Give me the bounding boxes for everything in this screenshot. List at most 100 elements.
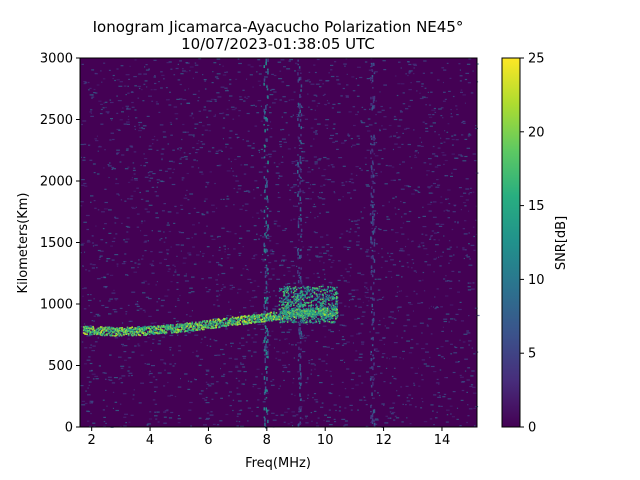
- spread-cell: [316, 313, 318, 316]
- spread-cell: [289, 317, 292, 320]
- noise-cell: [408, 72, 411, 74]
- noise-cell: [98, 365, 101, 367]
- noise-cell: [292, 205, 295, 207]
- noise-cell: [143, 73, 147, 75]
- noise-cell: [325, 363, 328, 365]
- noise-cell: [237, 58, 240, 60]
- stripe-cell: [297, 280, 300, 284]
- spread-cell: [285, 301, 287, 303]
- spread-cell: [301, 317, 304, 319]
- noise-cell: [468, 256, 470, 258]
- stripe-cell: [370, 416, 372, 420]
- stripe-cell: [266, 249, 269, 253]
- noise-cell: [342, 196, 344, 198]
- noise-cell: [304, 221, 307, 224]
- noise-cell: [208, 130, 212, 132]
- trace-cell: [165, 326, 167, 329]
- noise-cell: [381, 356, 384, 358]
- stripe-cell: [370, 221, 373, 224]
- noise-cell: [278, 78, 283, 80]
- trace-cell: [178, 329, 181, 331]
- trace-cell: [261, 315, 264, 318]
- noise-cell: [201, 214, 206, 216]
- noise-cell: [144, 240, 147, 242]
- noise-cell: [452, 95, 455, 98]
- stripe-cell: [264, 360, 266, 364]
- noise-cell: [305, 160, 309, 162]
- noise-cell: [339, 237, 342, 239]
- trace-cell: [211, 326, 214, 328]
- noise-cell: [91, 242, 94, 244]
- noise-cell: [359, 359, 363, 362]
- spread-cell: [279, 308, 282, 310]
- noise-cell: [408, 210, 412, 213]
- noise-cell: [301, 157, 303, 159]
- stripe-cell: [264, 129, 266, 133]
- noise-cell: [438, 383, 440, 385]
- noise-cell: [324, 178, 328, 180]
- spread-cell: [328, 303, 330, 305]
- trace-cell: [222, 322, 225, 324]
- noise-cell: [168, 230, 172, 233]
- trace-cell: [193, 323, 196, 325]
- noise-cell: [464, 78, 468, 81]
- noise-cell: [273, 74, 277, 77]
- noise-cell: [390, 252, 394, 255]
- stripe-cell: [263, 376, 266, 380]
- noise-cell: [154, 82, 157, 85]
- noise-cell: [116, 112, 119, 114]
- spread-cell: [286, 314, 289, 317]
- noise-cell: [281, 81, 285, 83]
- noise-cell: [244, 209, 248, 212]
- noise-cell: [134, 125, 136, 127]
- stripe-cell: [266, 184, 268, 188]
- noise-cell: [87, 387, 89, 389]
- stripe-cell: [267, 160, 269, 165]
- noise-cell: [400, 200, 402, 203]
- noise-cell: [215, 279, 218, 281]
- trace-cell: [176, 324, 178, 327]
- noise-cell: [84, 185, 88, 187]
- noise-cell: [462, 249, 466, 251]
- trace-cell: [101, 327, 104, 330]
- noise-cell: [343, 343, 347, 345]
- noise-cell: [82, 288, 84, 290]
- trace-cell: [331, 312, 333, 314]
- noise-cell: [154, 411, 158, 413]
- trace-cell: [265, 313, 268, 316]
- noise-cell: [81, 63, 84, 65]
- noise-cell: [253, 280, 257, 282]
- noise-cell: [190, 381, 193, 383]
- noise-cell: [438, 256, 440, 258]
- noise-cell: [337, 83, 341, 85]
- noise-cell: [198, 90, 200, 92]
- trace-cell: [264, 319, 267, 322]
- noise-cell: [466, 63, 471, 65]
- noise-cell: [191, 112, 193, 114]
- noise-cell: [411, 259, 414, 261]
- trace-cell: [221, 325, 223, 327]
- spread-cell: [304, 314, 307, 316]
- trace-cell: [259, 321, 261, 324]
- noise-cell: [316, 422, 318, 424]
- spread-cell: [303, 317, 306, 319]
- noise-cell: [391, 166, 395, 168]
- stripe-cell: [298, 174, 301, 177]
- noise-cell: [148, 174, 151, 176]
- noise-cell: [86, 359, 91, 361]
- noise-cell: [134, 128, 136, 130]
- noise-cell: [412, 63, 417, 65]
- noise-cell: [398, 136, 401, 138]
- noise-cell: [84, 347, 88, 349]
- trace-cell: [274, 318, 276, 320]
- noise-cell: [400, 290, 402, 292]
- noise-cell: [466, 332, 471, 334]
- noise-cell: [382, 205, 385, 207]
- spread-cell: [283, 304, 285, 306]
- noise-cell: [220, 397, 223, 399]
- trace-cell: [301, 315, 303, 317]
- noise-cell: [397, 146, 401, 148]
- spread-cell: [317, 318, 319, 320]
- trace-cell: [152, 331, 154, 333]
- trace-cell: [177, 331, 180, 334]
